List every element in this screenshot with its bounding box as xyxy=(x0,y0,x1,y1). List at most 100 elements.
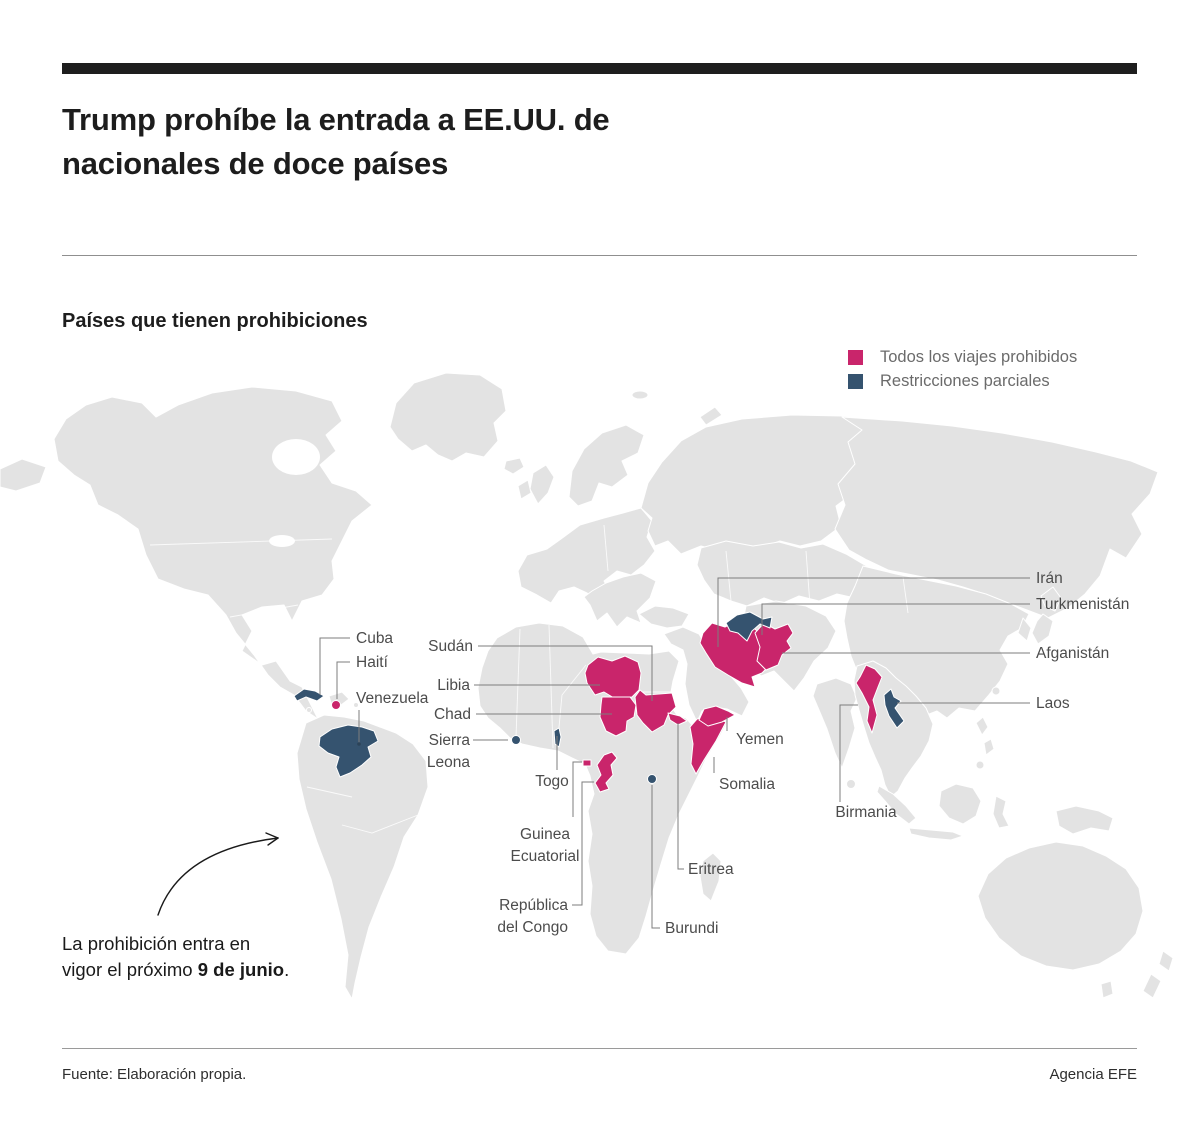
map-label-haiti: Haití xyxy=(356,654,389,671)
landmass-scandinavia xyxy=(568,424,645,507)
map-label-republica-del-congo-2: del Congo xyxy=(497,919,568,936)
landmass-madagascar xyxy=(699,852,722,902)
leader-line-republica-del-congo xyxy=(572,781,594,906)
map-label-libia: Libia xyxy=(437,677,470,694)
page-title-line2: nacionales de doce países xyxy=(62,146,449,181)
country-libia xyxy=(584,655,642,699)
black-sea xyxy=(650,591,676,605)
landmass-svalbard xyxy=(631,390,649,400)
landmass-sumatra xyxy=(876,785,917,825)
landmass-iceland xyxy=(503,457,525,475)
map-label-eritrea: Eritrea xyxy=(688,861,734,878)
leader-line-guinea-ecuatorial xyxy=(572,761,582,817)
landmass-turkey xyxy=(638,605,690,629)
page-title: Trump prohíbe la entrada a EE.UU. de nac… xyxy=(62,98,882,186)
map-label-sierra-leona-1: Sierra xyxy=(429,732,471,749)
map-label-laos: Laos xyxy=(1036,695,1070,712)
leader-line-eritrea xyxy=(677,723,684,870)
landmass-japan-south xyxy=(1031,613,1054,645)
leader-line-iran xyxy=(717,577,1030,647)
page-title-line1: Trump prohíbe la entrada a EE.UU. de xyxy=(62,102,610,137)
annotation-line2-prefix: vigor el próximo xyxy=(62,959,198,980)
annotation-date: 9 de junio xyxy=(197,959,285,980)
divider-under-title xyxy=(62,255,1137,256)
landmass-south-america xyxy=(296,714,429,1000)
landmass-west-europe xyxy=(517,507,656,604)
footer-source: Fuente: Elaboración propia. xyxy=(62,1066,247,1083)
legend-swatch-partial-icon xyxy=(848,373,863,389)
country-birmania xyxy=(855,664,883,734)
legend: Todos los viajes prohibidos Restriccione… xyxy=(848,346,1077,392)
landmass-italy-balkans xyxy=(583,572,657,628)
country-chad xyxy=(599,696,637,737)
landmass-papua xyxy=(1055,805,1114,835)
country-guinea-ecuatorial xyxy=(582,759,592,767)
world-map: Cuba Haití Venezuela Sudán Libia Chad Si… xyxy=(0,372,1174,1000)
map-label-afganistan: Afganistán xyxy=(1036,645,1109,662)
leader-dot-venezuela xyxy=(357,742,361,746)
annotation-note: La prohibición entra en vigor el próximo… xyxy=(62,931,289,983)
leader-line-birmania xyxy=(839,704,858,802)
country-cuba xyxy=(293,688,325,702)
map-subtitle: Países que tienen prohibiciones xyxy=(62,310,368,332)
map-label-venezuela: Venezuela xyxy=(356,690,429,707)
map-label-cuba: Cuba xyxy=(356,630,393,647)
map-label-sierra-leona-2: Leona xyxy=(427,754,470,771)
landmass-ireland xyxy=(517,479,532,500)
legend-label-full-ban: Todos los viajes prohibidos xyxy=(880,347,1078,366)
country-sudan xyxy=(634,689,677,733)
annotation-line1: La prohibición entra en xyxy=(62,933,251,954)
continents xyxy=(0,372,1174,1000)
landmass-new-zealand-south xyxy=(1142,973,1162,999)
map-label-birmania: Birmania xyxy=(835,804,897,821)
landmass-sri-lanka xyxy=(846,779,856,789)
landmass-new-zealand-north xyxy=(1158,950,1174,972)
landmass-novaya-zemlya xyxy=(699,406,723,426)
map-labels: Cuba Haití Venezuela Sudán Libia Chad Si… xyxy=(356,570,1129,937)
landmass-australia xyxy=(977,841,1144,971)
landmass-japan-north xyxy=(1040,586,1062,612)
landmass-borneo xyxy=(938,783,982,825)
map-label-turkmenistan: Turkmenistán xyxy=(1036,596,1129,613)
map-label-togo: Togo xyxy=(535,773,569,790)
legend-item-partial: Restricciones parciales xyxy=(848,370,1077,392)
landmass-jamaica xyxy=(306,707,312,713)
map-label-chad: Chad xyxy=(434,706,471,723)
top-black-bar xyxy=(62,63,1137,74)
divider-footer xyxy=(62,1048,1137,1049)
landmass-philippines-2 xyxy=(983,738,995,756)
country-laos xyxy=(883,688,905,729)
landmass-philippines-1 xyxy=(975,716,989,736)
landmass-greenland xyxy=(389,372,507,462)
landmass-korea xyxy=(1017,617,1032,642)
map-label-burundi: Burundi xyxy=(665,920,718,937)
country-republica-del-congo xyxy=(594,751,618,793)
full-ban-countries xyxy=(331,619,883,793)
leader-lines xyxy=(319,577,1030,929)
map-label-sudan: Sudán xyxy=(428,638,473,655)
world-map-container: Cuba Haití Venezuela Sudán Libia Chad Si… xyxy=(0,365,1200,1045)
country-burundi xyxy=(647,774,657,784)
landmass-chukotka xyxy=(0,458,47,492)
legend-label-partial: Restricciones parciales xyxy=(880,371,1050,390)
leader-line-cuba xyxy=(319,637,350,695)
landmass-philippines-3 xyxy=(975,760,985,770)
landmass-java xyxy=(908,827,964,841)
footer-credit: Agencia EFE xyxy=(1049,1066,1137,1083)
map-label-guinea-ecuatorial-2: Ecuatorial xyxy=(511,848,580,865)
landmass-east-europe xyxy=(640,414,882,555)
country-sierra-leona xyxy=(511,735,521,745)
map-label-yemen: Yemen xyxy=(736,731,784,748)
partial-restriction-countries xyxy=(293,611,905,784)
leader-line-burundi xyxy=(651,785,660,929)
legend-item-full-ban: Todos los viajes prohibidos xyxy=(848,346,1077,368)
landmass-taiwan xyxy=(991,686,1001,696)
hudson-bay xyxy=(272,439,320,475)
landmass-uk xyxy=(529,464,555,505)
country-afganistan xyxy=(754,622,794,671)
country-turkmenistan xyxy=(725,611,773,642)
country-yemen xyxy=(698,705,736,727)
leader-line-haiti xyxy=(336,661,350,699)
country-eritrea xyxy=(667,712,688,726)
